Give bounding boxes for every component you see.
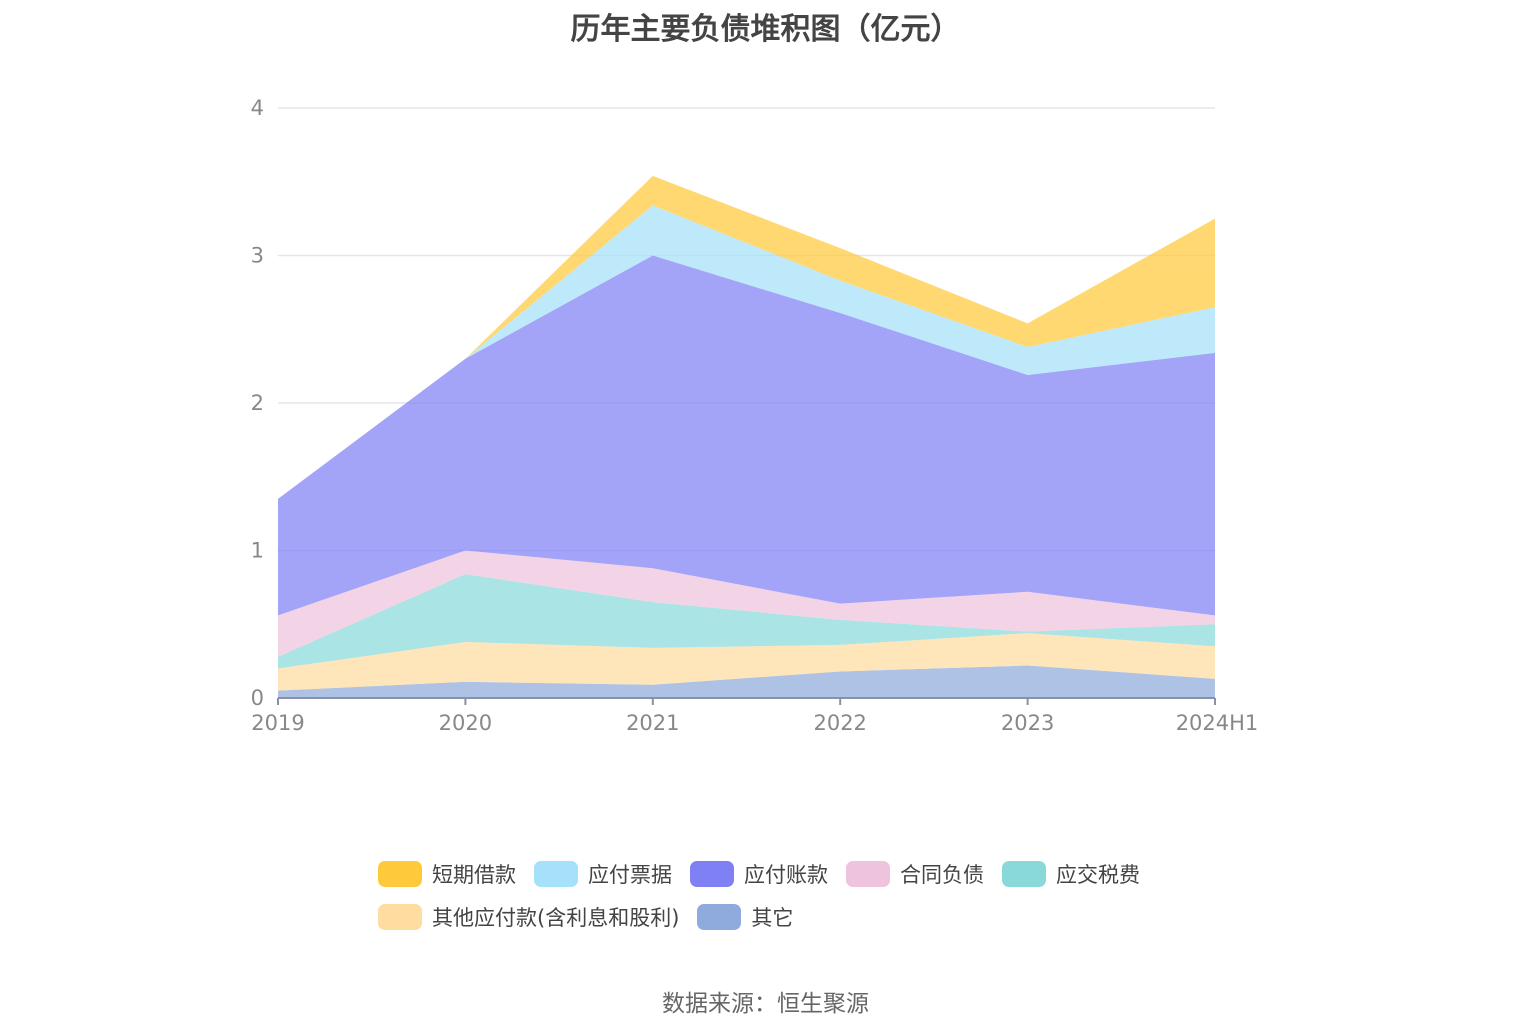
legend-item[interactable]: 应交税费	[1002, 859, 1140, 889]
legend-item[interactable]: 应付账款	[690, 859, 828, 889]
x-tick-label: 2024H1	[1176, 711, 1259, 735]
y-tick-label: 1	[251, 539, 264, 563]
legend-swatch	[846, 860, 890, 887]
area-series-0[interactable]	[278, 665, 1215, 698]
data-source-note: 数据来源：恒生聚源	[662, 991, 869, 1017]
y-tick-label: 2	[251, 391, 264, 415]
area-series-5[interactable]	[278, 205, 1215, 499]
legend-label: 应付账款	[744, 862, 828, 887]
area-series-1[interactable]	[278, 633, 1215, 691]
legend-item[interactable]: 短期借款	[378, 859, 516, 889]
x-tick-label: 2022	[813, 711, 866, 735]
area-series-3[interactable]	[278, 550, 1215, 657]
x-tick-label: 2023	[1001, 711, 1054, 735]
axes: 0 1 2 3 4 2019 2020 2021 2022 2023 2024H1	[251, 96, 1259, 735]
y-tick-label: 3	[251, 244, 264, 268]
legend-item[interactable]: 其它	[697, 902, 793, 932]
area-series-4[interactable]	[278, 255, 1215, 616]
area-series-2[interactable]	[278, 574, 1215, 669]
legend-label: 应付票据	[588, 862, 672, 887]
x-tick-label: 2021	[626, 711, 679, 735]
legend-item[interactable]: 合同负债	[846, 859, 984, 889]
chart-title: 历年主要负债堆积图（亿元）	[570, 12, 961, 47]
legend-swatch	[378, 860, 422, 887]
legend-row: 短期借款 应付票据 应付账款 合同负债 应交税费	[378, 852, 1198, 895]
legend-label: 合同负债	[900, 862, 984, 887]
legend-swatch	[697, 903, 742, 930]
legend-swatch	[690, 860, 734, 887]
x-tick-label: 2019	[251, 711, 304, 735]
legend-label: 应交税费	[1056, 862, 1140, 887]
legend-item[interactable]: 其他应付款(含利息和股利)	[378, 902, 679, 932]
y-tick-label: 4	[251, 96, 264, 120]
legend-swatch	[1002, 860, 1046, 887]
legend-label: 短期借款	[432, 862, 516, 887]
area-series	[278, 175, 1215, 698]
legend-label: 其它	[751, 905, 794, 930]
legend-row: 其他应付款(含利息和股利) 其它	[378, 895, 1198, 938]
legend-label: 其他应付款(含利息和股利)	[432, 905, 680, 930]
x-tick-label: 2020	[439, 711, 492, 735]
legend-swatch	[378, 903, 422, 930]
legend-item[interactable]: 应付票据	[534, 859, 672, 889]
legend: 短期借款 应付票据 应付账款 合同负债 应交税费其他应付款(含利息和股利) 其它	[378, 852, 1198, 938]
y-tick-label: 0	[251, 686, 264, 710]
area-series-6[interactable]	[278, 175, 1215, 499]
legend-swatch	[534, 860, 578, 887]
